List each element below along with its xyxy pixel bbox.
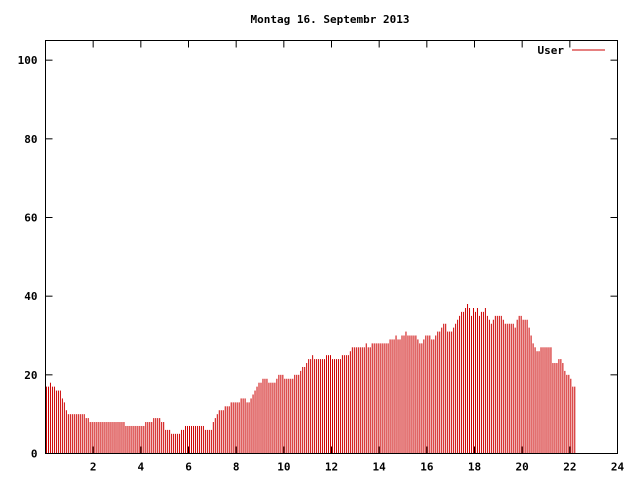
x-tick-label: 20 xyxy=(516,461,529,474)
bars-series-user xyxy=(46,304,576,454)
x-tick-label: 24 xyxy=(611,461,625,474)
x-tick-label: 12 xyxy=(325,461,338,474)
x-tick-label: 16 xyxy=(420,461,434,474)
x-tick-label: 22 xyxy=(563,461,576,474)
y-tick-label: 80 xyxy=(24,133,37,146)
x-tick-label: 14 xyxy=(373,461,387,474)
chart-title: Montag 16. Septembr 2013 xyxy=(251,13,410,26)
y-tick-label: 40 xyxy=(24,290,37,303)
x-tick-label: 8 xyxy=(233,461,240,474)
x-tick-label: 2 xyxy=(90,461,97,474)
x-tick-label: 6 xyxy=(185,461,192,474)
x-tick-label: 4 xyxy=(138,461,145,474)
y-tick-label: 100 xyxy=(18,54,38,67)
x-tick-label: 18 xyxy=(468,461,481,474)
x-tick-label: 10 xyxy=(277,461,290,474)
y-tick-label: 0 xyxy=(31,448,38,461)
plot-frame xyxy=(45,40,618,454)
legend-label-user: User xyxy=(538,44,565,57)
y-tick-label: 60 xyxy=(24,212,37,225)
y-tick-label: 20 xyxy=(24,369,37,382)
legend: User xyxy=(538,44,605,57)
